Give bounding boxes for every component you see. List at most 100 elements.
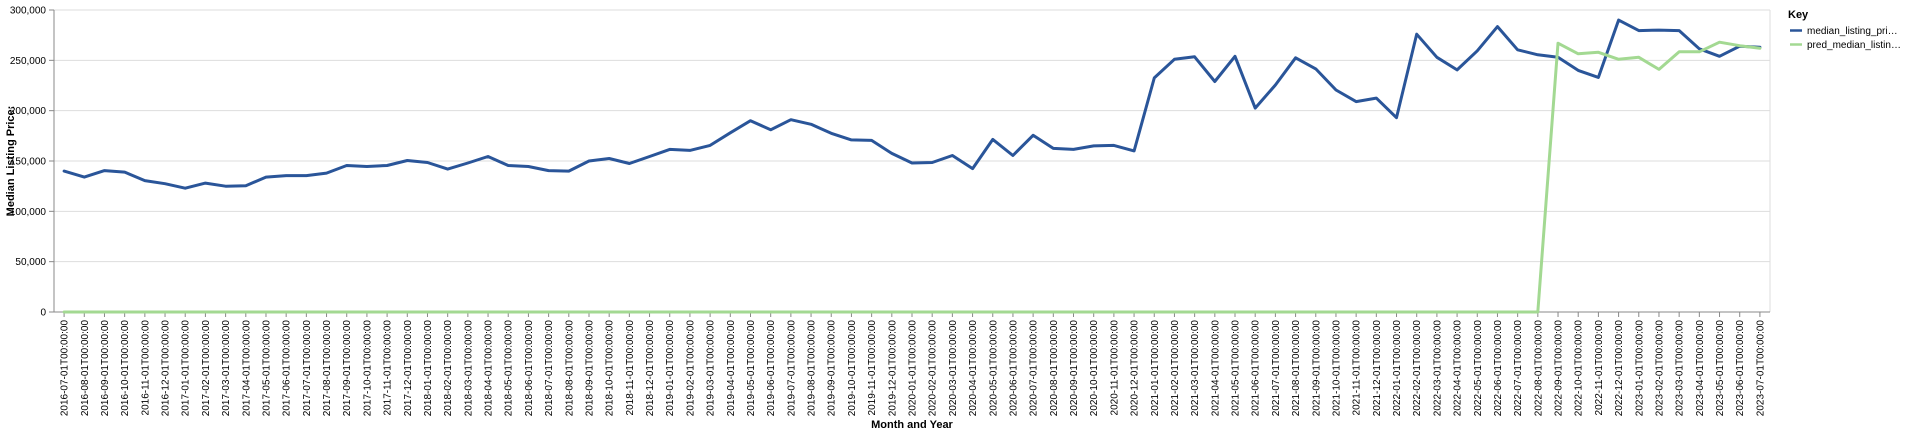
x-tick-label: 2022-06-01T00:00:00 [1493,320,1504,417]
x-tick-label: 2023-01-01T00:00:00 [1634,320,1645,417]
x-tick-label: 2022-01-01T00:00:00 [1392,320,1403,417]
y-tick-label: 300,000 [10,6,47,17]
x-tick-label: 2020-07-01T00:00:00 [1029,320,1040,417]
x-tick-label: 2022-05-01T00:00:00 [1473,320,1484,417]
x-tick-label: 2016-11-01T00:00:00 [140,320,151,416]
y-tick-label: 0 [40,308,46,319]
x-tick-label: 2021-03-01T00:00:00 [1190,320,1201,417]
x-tick-label: 2019-12-01T00:00:00 [887,320,898,417]
x-tick-label: 2022-04-01T00:00:00 [1453,320,1464,417]
x-tick-label: 2023-05-01T00:00:00 [1715,320,1726,417]
series-layer [62,18,1762,314]
x-tick-label: 2019-10-01T00:00:00 [847,320,858,417]
x-tick-label: 2016-12-01T00:00:00 [161,320,172,417]
x-tick-label: 2019-05-01T00:00:00 [746,320,757,417]
x-tick-label: 2017-12-01T00:00:00 [403,320,414,417]
x-tick-label: 2018-07-01T00:00:00 [544,320,555,417]
x-tick-label: 2020-10-01T00:00:00 [1089,320,1100,417]
x-tick-label: 2023-02-01T00:00:00 [1654,320,1665,417]
x-tick-label: 2023-06-01T00:00:00 [1735,320,1746,417]
x-tick-label: 2018-02-01T00:00:00 [443,320,454,417]
x-tick-label: 2017-09-01T00:00:00 [342,320,353,417]
x-tick-label: 2019-04-01T00:00:00 [726,320,737,417]
x-tick-label: 2020-03-01T00:00:00 [948,320,959,417]
y-tick-label: 50,000 [15,257,46,268]
x-tick-label: 2020-04-01T00:00:00 [968,320,979,417]
x-tick-label: 2021-12-01T00:00:00 [1372,320,1383,417]
x-tick-label: 2022-07-01T00:00:00 [1513,320,1524,417]
x-tick-label: 2021-08-01T00:00:00 [1291,320,1302,417]
x-tick-label: 2020-08-01T00:00:00 [1049,320,1060,417]
x-tick-label: 2017-04-01T00:00:00 [241,320,252,417]
x-tick-label: 2019-01-01T00:00:00 [665,320,676,417]
x-tick-label: 2016-07-01T00:00:00 [60,320,71,417]
x-tick-label: 2020-09-01T00:00:00 [1069,320,1080,417]
y-axis: 0 50,000 100,000 150,000 200,000 250,000 300,0… [10,6,55,319]
y-tick-label: 200,000 [10,106,47,117]
x-tick-label: 2018-01-01T00:00:00 [423,320,434,417]
x-tick-label: 2016-10-01T00:00:00 [120,320,131,417]
x-tick-label: 2017-02-01T00:00:00 [201,320,212,417]
x-tick-label: 2019-02-01T00:00:00 [685,320,696,417]
x-tick-label: 2017-10-01T00:00:00 [362,320,373,417]
y-tick-label: 150,000 [10,157,47,168]
x-tick-label: 2019-09-01T00:00:00 [827,320,838,417]
x-tick-label: 2021-07-01T00:00:00 [1271,320,1282,417]
legend-label-1: median_listing_pri… [1807,26,1898,37]
x-tick-label: 2022-03-01T00:00:00 [1432,320,1443,417]
x-tick-label: 2020-06-01T00:00:00 [1008,320,1019,417]
x-tick-label: 2019-08-01T00:00:00 [807,320,818,417]
x-tick-label: 2017-03-01T00:00:00 [221,320,232,417]
x-tick-label: 2018-11-01T00:00:00 [625,320,636,416]
x-tick-label: 2022-08-01T00:00:00 [1533,320,1544,417]
x-tick-label: 2021-04-01T00:00:00 [1210,320,1221,417]
x-tick-label: 2021-01-01T00:00:00 [1150,320,1161,417]
legend: Key median_listing_pri… pred_median_listi… [1788,9,1901,51]
x-tick-label: 2018-12-01T00:00:00 [645,320,656,417]
x-tick-label: 2021-09-01T00:00:00 [1311,320,1322,417]
x-tick-label: 2019-11-01T00:00:00 [867,320,878,416]
x-tick-label: 2022-11-01T00:00:00 [1594,320,1605,416]
y-axis-title: Median Listing Price: [5,106,17,217]
x-tick-label: 2019-06-01T00:00:00 [766,320,777,417]
series-line-1 [62,18,1762,190]
x-tick-label: 2016-09-01T00:00:00 [100,320,111,417]
x-tick-label: 2023-03-01T00:00:00 [1675,320,1686,417]
x-tick-label: 2022-09-01T00:00:00 [1554,320,1565,417]
x-tick-label: 2017-11-01T00:00:00 [383,320,394,416]
x-tick-label: 2017-06-01T00:00:00 [282,320,293,417]
x-tick-label: 2020-05-01T00:00:00 [988,320,999,417]
x-tick-label: 2019-03-01T00:00:00 [706,320,717,417]
grid-lines [54,9,1771,313]
x-axis-title: Month and Year [871,419,953,431]
x-tick-label: 2017-01-01T00:00:00 [181,320,192,417]
x-tick-label: 2020-11-01T00:00:00 [1109,320,1120,416]
x-tick-label: 2021-02-01T00:00:00 [1170,320,1181,417]
x-tick-label: 2018-09-01T00:00:00 [584,320,595,417]
x-tick-label: 2018-08-01T00:00:00 [564,320,575,417]
x-tick-label: 2019-07-01T00:00:00 [786,320,797,417]
x-tick-label: 2021-06-01T00:00:00 [1251,320,1262,417]
x-tick-label: 2020-01-01T00:00:00 [908,320,919,417]
x-tick-label: 2017-07-01T00:00:00 [302,320,313,417]
x-tick-label: 2017-05-01T00:00:00 [261,320,272,417]
x-tick-label: 2018-03-01T00:00:00 [463,320,474,417]
x-tick-label: 2021-10-01T00:00:00 [1331,320,1342,417]
x-tick-label: 2022-10-01T00:00:00 [1574,320,1585,417]
x-tick-label: 2021-05-01T00:00:00 [1231,320,1242,417]
x-tick-label: 2018-04-01T00:00:00 [484,320,495,417]
series-line-2 [62,40,1762,314]
x-tick-label: 2023-04-01T00:00:00 [1695,320,1706,417]
x-tick-label: 2016-08-01T00:00:00 [80,320,91,417]
legend-title: Key [1788,9,1809,21]
x-tick-label: 2018-06-01T00:00:00 [524,320,535,417]
x-tick-label: 2017-08-01T00:00:00 [322,320,333,417]
x-tick-label: 2021-11-01T00:00:00 [1352,320,1363,416]
x-tick-label: 2020-12-01T00:00:00 [1130,320,1141,417]
x-tick-label: 2018-10-01T00:00:00 [605,320,616,417]
x-tick-label: 2022-02-01T00:00:00 [1412,320,1423,417]
x-axis: 2016-07-01T00:00:00 2016-08-01T00:00:00 20… [54,311,1770,417]
x-tick-label: 2018-05-01T00:00:00 [504,320,515,417]
y-tick-label: 100,000 [10,207,47,218]
